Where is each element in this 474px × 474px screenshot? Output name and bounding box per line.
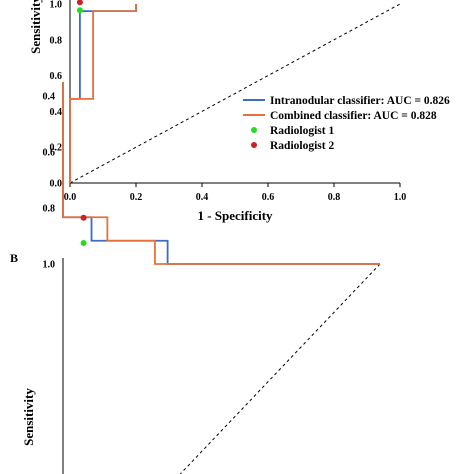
y-tick-label: 0.4 [43,92,56,103]
radiologist-1-point [80,240,87,246]
y-tick-label: 0.6 [43,148,56,159]
x-tick-label: 0.6 [262,192,275,203]
radiologist-2-point [76,0,83,6]
legend-label-1: Intranodular classifier: AUC = 0.826 [270,95,450,107]
x-tick-label: 0.2 [130,192,143,203]
legend-marker-radiologist-2 [251,142,257,148]
panel-a-roc-chart: 0.0 0.2 0.4 0.6 0.8 1.0 0.0 0.2 0.4 0.6 0.8 1.0 1 - … [28,0,450,223]
radiologist-2-point [80,214,87,221]
roc-curve-combined [69,4,137,183]
y-tick-label: 1.0 [50,0,63,11]
panel-label: B [10,251,18,265]
x-tick-label: 0.8 [328,192,341,203]
y-tick-label: 0.8 [50,35,63,46]
legend-marker-radiologist-1 [251,127,257,133]
y-tick-label: 0.2 [50,143,63,154]
legend-label-2: Combined classifier: AUC = 0.828 [270,110,437,122]
y-axis-label: Sensitivity [28,0,43,54]
reference-diagonal [179,263,381,474]
legend-label-radiologist-2: Radiologist 2 [270,140,334,152]
y-tick-label: 0.0 [50,179,63,190]
roc-curve-combined [62,82,380,265]
radiologist-1-point [76,7,83,14]
x-tick-label: 0.4 [196,192,209,203]
x-tick-label: 1.0 [394,192,407,203]
y-axis-label: Sensitivity [21,388,36,446]
legend-label-radiologist-1: Radiologist 1 [270,125,334,137]
y-tick-label: 0.6 [50,71,63,82]
x-tick-label: 0.0 [64,192,77,203]
panel-b-roc-chart: B 0.4 0.6 0.8 1.0 Sensitivity [10,82,381,474]
roc-curve-intranodular [69,4,137,183]
y-tick-label: 0.8 [43,204,56,215]
x-axis-label: 1 - Specificity [197,208,273,223]
reference-diagonal [69,3,401,184]
y-tick-label: 1.0 [43,260,56,271]
y-tick-label: 0.4 [50,107,63,118]
